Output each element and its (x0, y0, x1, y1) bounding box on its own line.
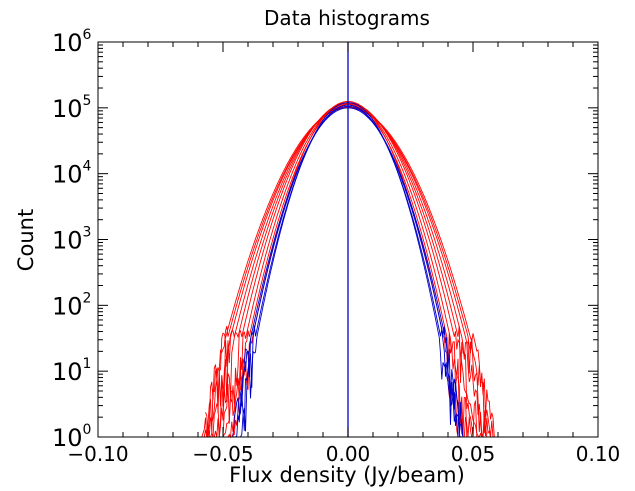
x-tick-label: −0.05 (192, 442, 253, 466)
y-tick-label: 106 (52, 27, 92, 57)
y-tick-label: 104 (52, 159, 92, 189)
series-line-red-7 (218, 104, 481, 439)
y-tick-label: 102 (52, 290, 91, 320)
chart-title: Data histograms (264, 6, 430, 30)
x-tick-label: 0.10 (576, 442, 621, 466)
y-tick-label: 103 (52, 225, 91, 255)
y-axis-label: Count (14, 209, 38, 271)
series-line-blue-13 (240, 102, 459, 438)
series-line-red-9 (205, 106, 528, 438)
x-tick-label: 0.05 (451, 442, 496, 466)
series-line-blue-11 (235, 105, 464, 438)
x-tick-label: 0.00 (326, 442, 371, 466)
series-line-blue-12 (237, 104, 461, 438)
series-layer (190, 42, 528, 439)
x-axis-label: Flux density (Jy/beam) (229, 463, 465, 487)
ticks-layer: −0.10 −0.05 0.00 0.05 0.10 100 101 102 103 104 105… (52, 27, 620, 466)
y-tick-label: 105 (52, 93, 91, 123)
y-tick-label: 101 (52, 356, 91, 386)
x-tick-label: −0.10 (67, 442, 128, 466)
plot-area (97, 41, 599, 438)
y-tick-label: 100 (52, 422, 91, 452)
series-line-red-4 (203, 103, 491, 438)
